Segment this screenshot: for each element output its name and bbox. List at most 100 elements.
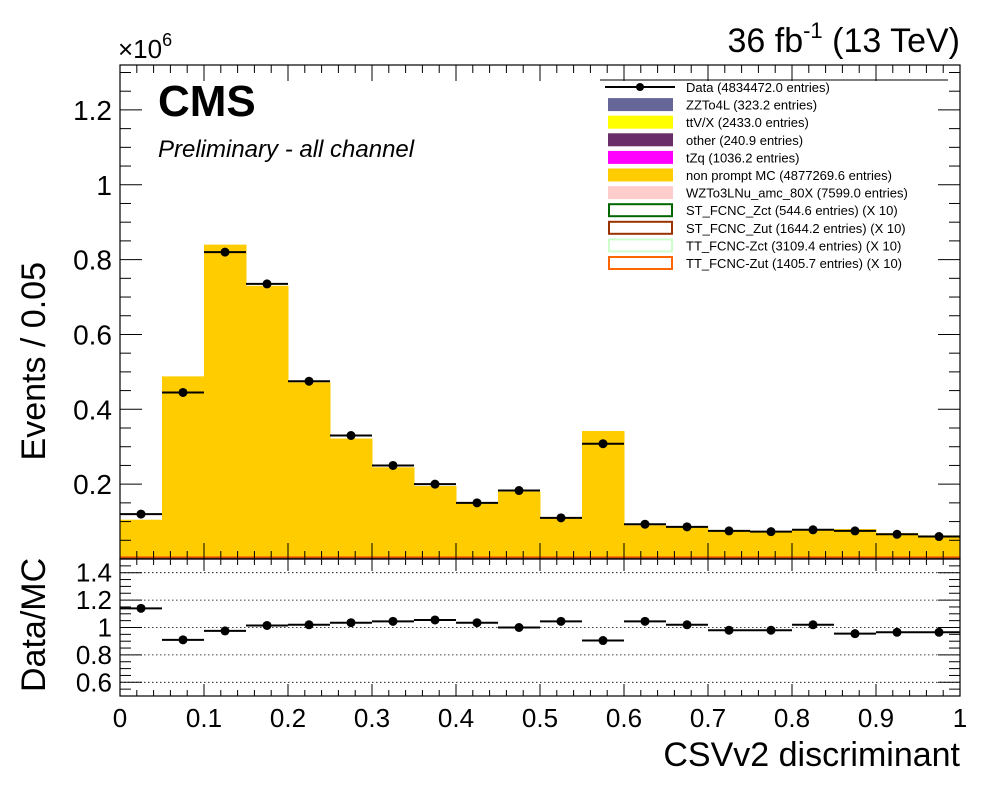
data-point xyxy=(598,439,608,449)
x-tick-label: 0.7 xyxy=(690,703,726,733)
x-tick-label: 1 xyxy=(953,703,967,733)
x-tick-label: 0 xyxy=(113,703,127,733)
data-point xyxy=(178,387,188,397)
y-tick-label: 0.4 xyxy=(73,394,112,425)
mc-bar xyxy=(456,503,499,559)
data-point xyxy=(850,526,860,536)
y-tick-label: 1 xyxy=(96,170,112,201)
data-point xyxy=(430,479,440,489)
mc-bar xyxy=(666,527,709,559)
legend-label: non prompt MC (4877269.6 entries) xyxy=(686,168,892,183)
ratio-point xyxy=(430,615,440,625)
lumi-label: 36 fb-1 (13 TeV) xyxy=(727,18,960,60)
ratio-point xyxy=(178,635,188,645)
ratio-point xyxy=(724,625,734,635)
data-point xyxy=(472,498,482,508)
mc-bar xyxy=(162,376,205,559)
legend-label: tZq (1036.2 entries) xyxy=(686,150,799,165)
ratio-point xyxy=(556,616,566,626)
x-tick-label: 0.5 xyxy=(522,703,558,733)
legend-label: other (240.9 entries) xyxy=(686,133,803,148)
data-point xyxy=(556,513,566,523)
ratio-point xyxy=(850,629,860,639)
ratio-point xyxy=(598,636,608,646)
x-tick-label: 0.3 xyxy=(354,703,390,733)
ratio-point xyxy=(514,623,524,632)
data-point xyxy=(388,460,398,470)
cms-label: CMS xyxy=(158,77,256,126)
data-point xyxy=(262,279,272,289)
legend: Data (4834472.0 entries) ZZTo4L (323.2 en… xyxy=(600,79,948,271)
legend-swatch xyxy=(608,150,673,164)
ratio-y-tick-label: 1 xyxy=(98,613,112,643)
ratio-y-tick-label: 1.4 xyxy=(76,558,112,588)
legend-label: Data (4834472.0 entries) xyxy=(686,80,830,95)
x-tick-label: 0.2 xyxy=(270,703,306,733)
legend-label: TT_FCNC-Zct (3109.4 entries) (X 10) xyxy=(686,238,901,253)
x-tick-label: 0.6 xyxy=(606,703,642,733)
mc-bar xyxy=(120,519,163,559)
data-point xyxy=(808,525,818,535)
ratio-point xyxy=(766,625,776,635)
ratio-point xyxy=(640,616,650,626)
legend-swatch xyxy=(608,186,673,200)
ratio-y-tick-label: 0.6 xyxy=(76,667,112,697)
ratio-point xyxy=(808,620,818,630)
ratio-points xyxy=(120,603,960,646)
mc-histogram xyxy=(120,244,961,560)
legend-label: ttV/X (2433.0 entries) xyxy=(686,115,809,130)
legend-swatch xyxy=(608,203,673,218)
ratio-point xyxy=(136,603,146,613)
ratio-point xyxy=(262,620,272,630)
legend-label: ST_FCNC_Zut (1644.2 entries) (X 10) xyxy=(686,221,906,236)
mc-bar xyxy=(792,530,835,559)
data-point xyxy=(346,431,356,440)
ratio-y-tick-label: 0.8 xyxy=(76,640,112,670)
data-point xyxy=(724,526,734,536)
axis-ticks xyxy=(119,65,961,697)
legend-swatch xyxy=(608,256,673,270)
legend-label: WZTo3LNu_amc_80X (7599.0 entries) xyxy=(686,186,908,201)
mc-bar xyxy=(288,382,331,559)
legend-swatch xyxy=(608,238,673,253)
y-axis-title: Events / 0.05 xyxy=(15,262,53,460)
mc-bar xyxy=(246,285,289,559)
mc-bar xyxy=(624,525,667,559)
data-point xyxy=(766,527,776,537)
ratio-point xyxy=(472,618,482,628)
y-tick-label: 0.6 xyxy=(73,319,112,350)
ratio-y-tick-label: 1.2 xyxy=(76,585,112,615)
data-point xyxy=(934,532,944,542)
ratio-y-axis-title: Data/MC xyxy=(15,558,53,692)
data-point xyxy=(682,522,692,532)
mc-bar xyxy=(540,518,583,559)
data-point xyxy=(514,486,524,496)
mc-bar xyxy=(414,486,457,559)
x-axis-title: CSVv2 discriminant xyxy=(663,736,960,774)
y-tick-label: 0.2 xyxy=(73,469,112,500)
data-points xyxy=(120,247,960,542)
data-point xyxy=(136,509,146,519)
x-tick-label: 0.8 xyxy=(774,703,810,733)
mc-bar xyxy=(204,244,247,560)
legend-label: ST_FCNC_Zct (544.6 entries) (X 10) xyxy=(686,203,898,218)
ratio-point xyxy=(388,616,398,626)
preliminary-label: Preliminary - all channel xyxy=(158,136,415,163)
axis-tick-labels: 0 0.1 0.2 0.3 0.4 0.5 0.6 0.7 0.8 0.9 10.20.40.60.… xyxy=(73,95,967,733)
mc-bar xyxy=(330,438,373,559)
mc-bar xyxy=(372,467,415,559)
legend-swatch xyxy=(608,133,673,147)
legend-swatch xyxy=(608,115,673,129)
data-point xyxy=(640,519,650,529)
ratio-point xyxy=(346,618,356,628)
legend-label: TT_FCNC-Zut (1405.7 entries) (X 10) xyxy=(686,256,902,271)
y-tick-label: 1.2 xyxy=(73,95,112,126)
ratio-point xyxy=(304,620,314,630)
mc-bar xyxy=(918,535,961,559)
legend-marker xyxy=(636,83,644,91)
y-tick-label: 0.8 xyxy=(73,245,112,276)
data-point xyxy=(220,247,230,257)
x-tick-label: 0.9 xyxy=(858,703,894,733)
